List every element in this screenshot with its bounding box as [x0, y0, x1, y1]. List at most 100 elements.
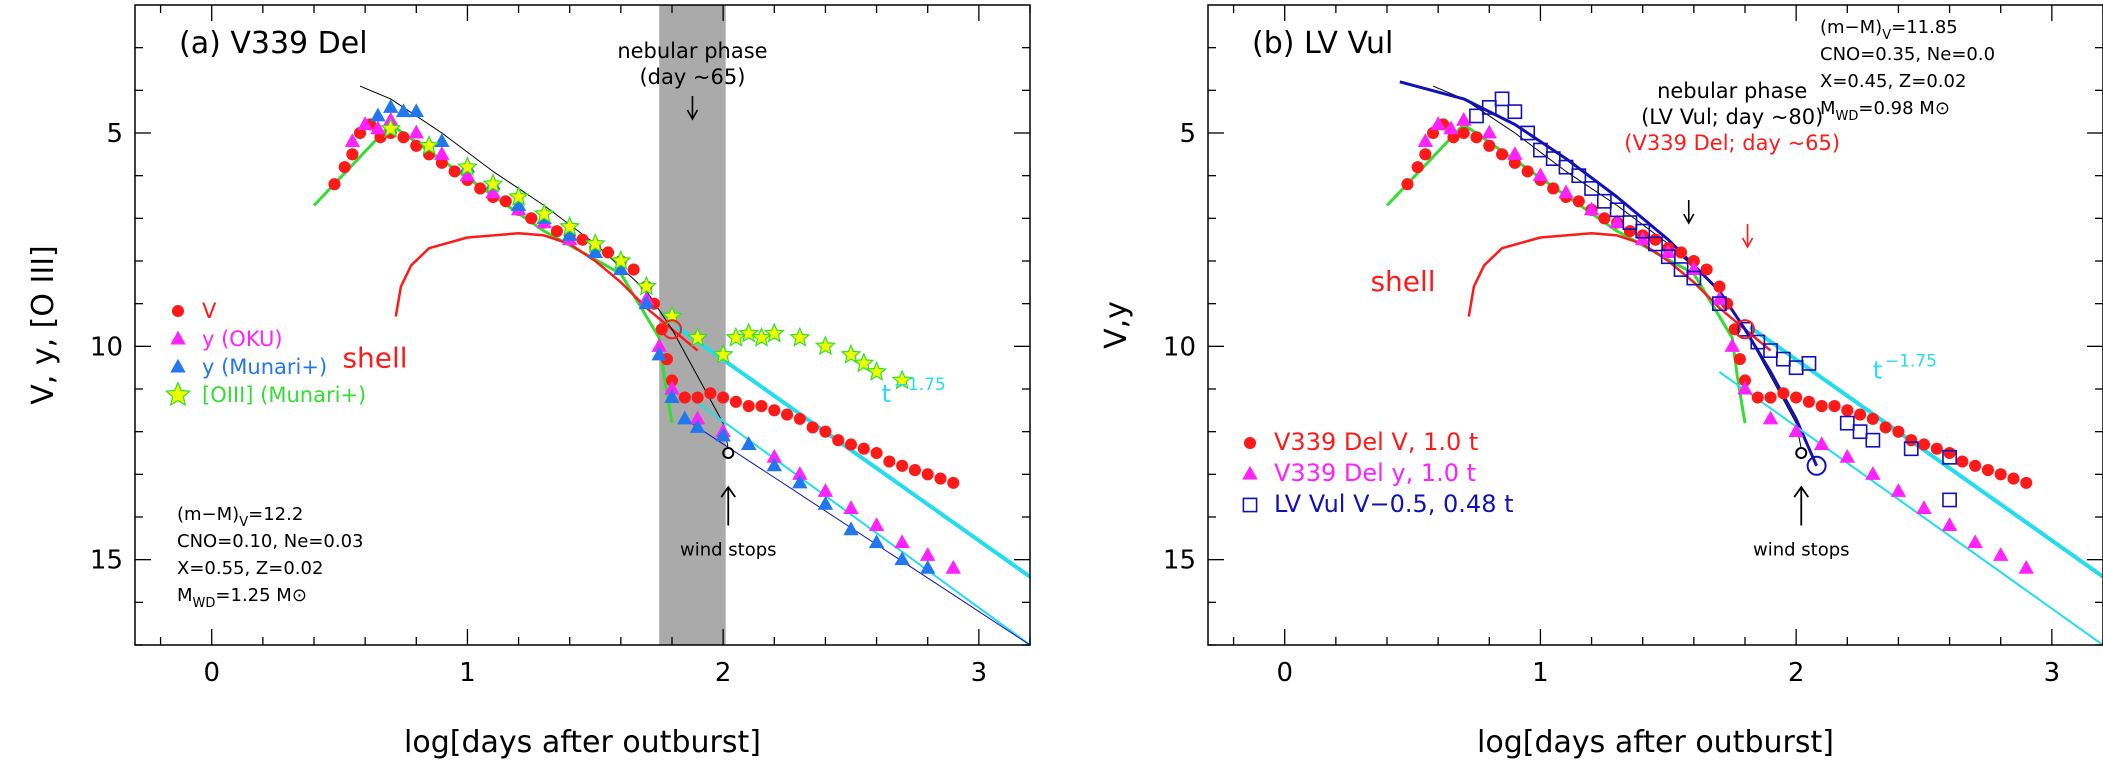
data-point-3-3: [482, 173, 504, 194]
data-point-0-30: [665, 374, 679, 387]
data-point-0-49: [908, 464, 921, 477]
power-law-exponent: −1.75: [894, 375, 946, 395]
model-line-cyan: [1748, 325, 2103, 579]
data-point-0-1: [338, 161, 351, 174]
data-point-2-29: [1942, 449, 1957, 465]
data-point-1-1: [357, 116, 373, 130]
data-point-0-38: [768, 404, 781, 417]
param-line-1: CNO=0.35, Ne=0.0: [1820, 44, 1995, 65]
y-axis-label: V,y: [1099, 301, 1134, 349]
data-point-2-23: [868, 534, 885, 549]
data-point-3-11: [687, 326, 709, 347]
x-tick-label: 2: [1788, 658, 1805, 688]
wind-stops-label: wind stops: [680, 539, 777, 560]
data-point-0-10: [435, 156, 448, 169]
data-point-3-22: [891, 369, 913, 390]
param-line-1: CNO=0.10, Ne=0.03: [177, 531, 364, 552]
data-point-0-46: [1943, 446, 1956, 460]
series-1: [344, 111, 961, 574]
data-point-2-9: [1584, 181, 1599, 196]
data-point-2-1: [383, 99, 399, 113]
data-point-0-3: [1426, 126, 1440, 140]
wind-stops-arrowhead: [1793, 485, 1809, 498]
data-point-2-9: [562, 227, 578, 241]
data-point-2-14: [1648, 236, 1663, 252]
data-point-0-46: [870, 446, 883, 460]
data-point-2-10: [1596, 193, 1612, 209]
marker-circle-black: [722, 447, 735, 459]
data-point-3-9: [635, 275, 657, 296]
data-point-2-11: [613, 261, 629, 276]
data-point-3-18: [814, 335, 836, 356]
data-point-1-23: [1941, 517, 1958, 532]
data-point-0-42: [819, 425, 832, 438]
data-point-0-2: [346, 148, 359, 161]
data-point-0-39: [1854, 408, 1867, 421]
data-point-1-18: [1814, 436, 1830, 450]
data-point-3-15: [751, 326, 772, 347]
data-point-2-8: [1571, 168, 1587, 184]
data-point-2-2: [1494, 91, 1510, 107]
data-point-0-52: [947, 476, 960, 489]
param-line-2: X=0.55, Z=0.02: [177, 558, 323, 579]
marker-circle-red: [662, 319, 682, 340]
data-point-2-3: [1507, 104, 1523, 120]
shell-label: shell: [1370, 265, 1435, 298]
data-point-2-12: [1622, 215, 1638, 230]
data-point-0-45: [857, 442, 870, 455]
nebular-phase-label: nebular phase: [1657, 79, 1807, 103]
panel-a: 0 1 2 3 5 10 15 log[days after outburst] V, y, […: [26, 4, 1031, 760]
legend-label-0: V: [202, 299, 217, 323]
data-point-0-21: [576, 233, 589, 246]
data-point-1-22: [1916, 500, 1932, 514]
model-line-red: [394, 232, 699, 352]
data-point-0-47: [1956, 455, 1969, 468]
data-point-0-35: [729, 395, 742, 408]
model-line-cyan: [675, 325, 1030, 579]
data-point-0-42: [1892, 425, 1905, 438]
plot-frame: [1207, 4, 2103, 646]
data-point-1-7: [485, 184, 501, 199]
data-point-0-0: [1401, 178, 1414, 191]
x-tick-label: 1: [459, 658, 476, 688]
data-point-1-2: [370, 120, 386, 135]
data-point-2-24: [1801, 355, 1817, 371]
data-point-2-18: [741, 436, 757, 450]
data-point-3-13: [725, 326, 747, 347]
data-point-3-21: [866, 360, 888, 381]
model-line-navy: [684, 418, 1030, 645]
legend-label-0: V339 Del V, 1.0 t: [1274, 428, 1478, 456]
data-point-1-16: [1762, 410, 1779, 425]
data-point-2-12: [638, 295, 655, 310]
data-point-1-6: [459, 167, 476, 182]
data-point-3-0: [380, 117, 402, 138]
series-2: [1469, 91, 1957, 508]
data-point-0-50: [921, 468, 934, 481]
data-point-1-19: [1839, 449, 1855, 463]
data-point-2-10: [587, 244, 603, 258]
data-point-1-20: [1865, 466, 1881, 480]
data-point-0-37: [1828, 400, 1841, 413]
data-point-3-7: [584, 232, 606, 253]
data-point-1-21: [1890, 483, 1907, 497]
series-0: [1401, 118, 2033, 489]
y-tick-label: 10: [1163, 332, 1196, 362]
data-point-0-43: [1905, 434, 1918, 447]
data-point-1-7: [1558, 184, 1574, 199]
data-point-2-20: [1750, 334, 1766, 350]
data-point-0-39: [781, 408, 794, 421]
data-point-3-2: [456, 156, 478, 177]
data-point-1-26: [945, 559, 961, 574]
plot-frame: [134, 4, 1031, 646]
legend-marker-0: [171, 304, 185, 318]
data-point-0-40: [793, 412, 806, 425]
data-point-2-0: [1469, 108, 1484, 124]
data-point-2-2: [395, 103, 412, 118]
data-point-0-36: [742, 400, 755, 413]
power-law-exponent: −1.75: [1885, 351, 1937, 371]
power-law-label: t: [1873, 356, 1882, 384]
data-point-1-24: [894, 534, 910, 549]
data-point-2-6: [1545, 151, 1561, 166]
data-point-0-25: [627, 263, 640, 276]
